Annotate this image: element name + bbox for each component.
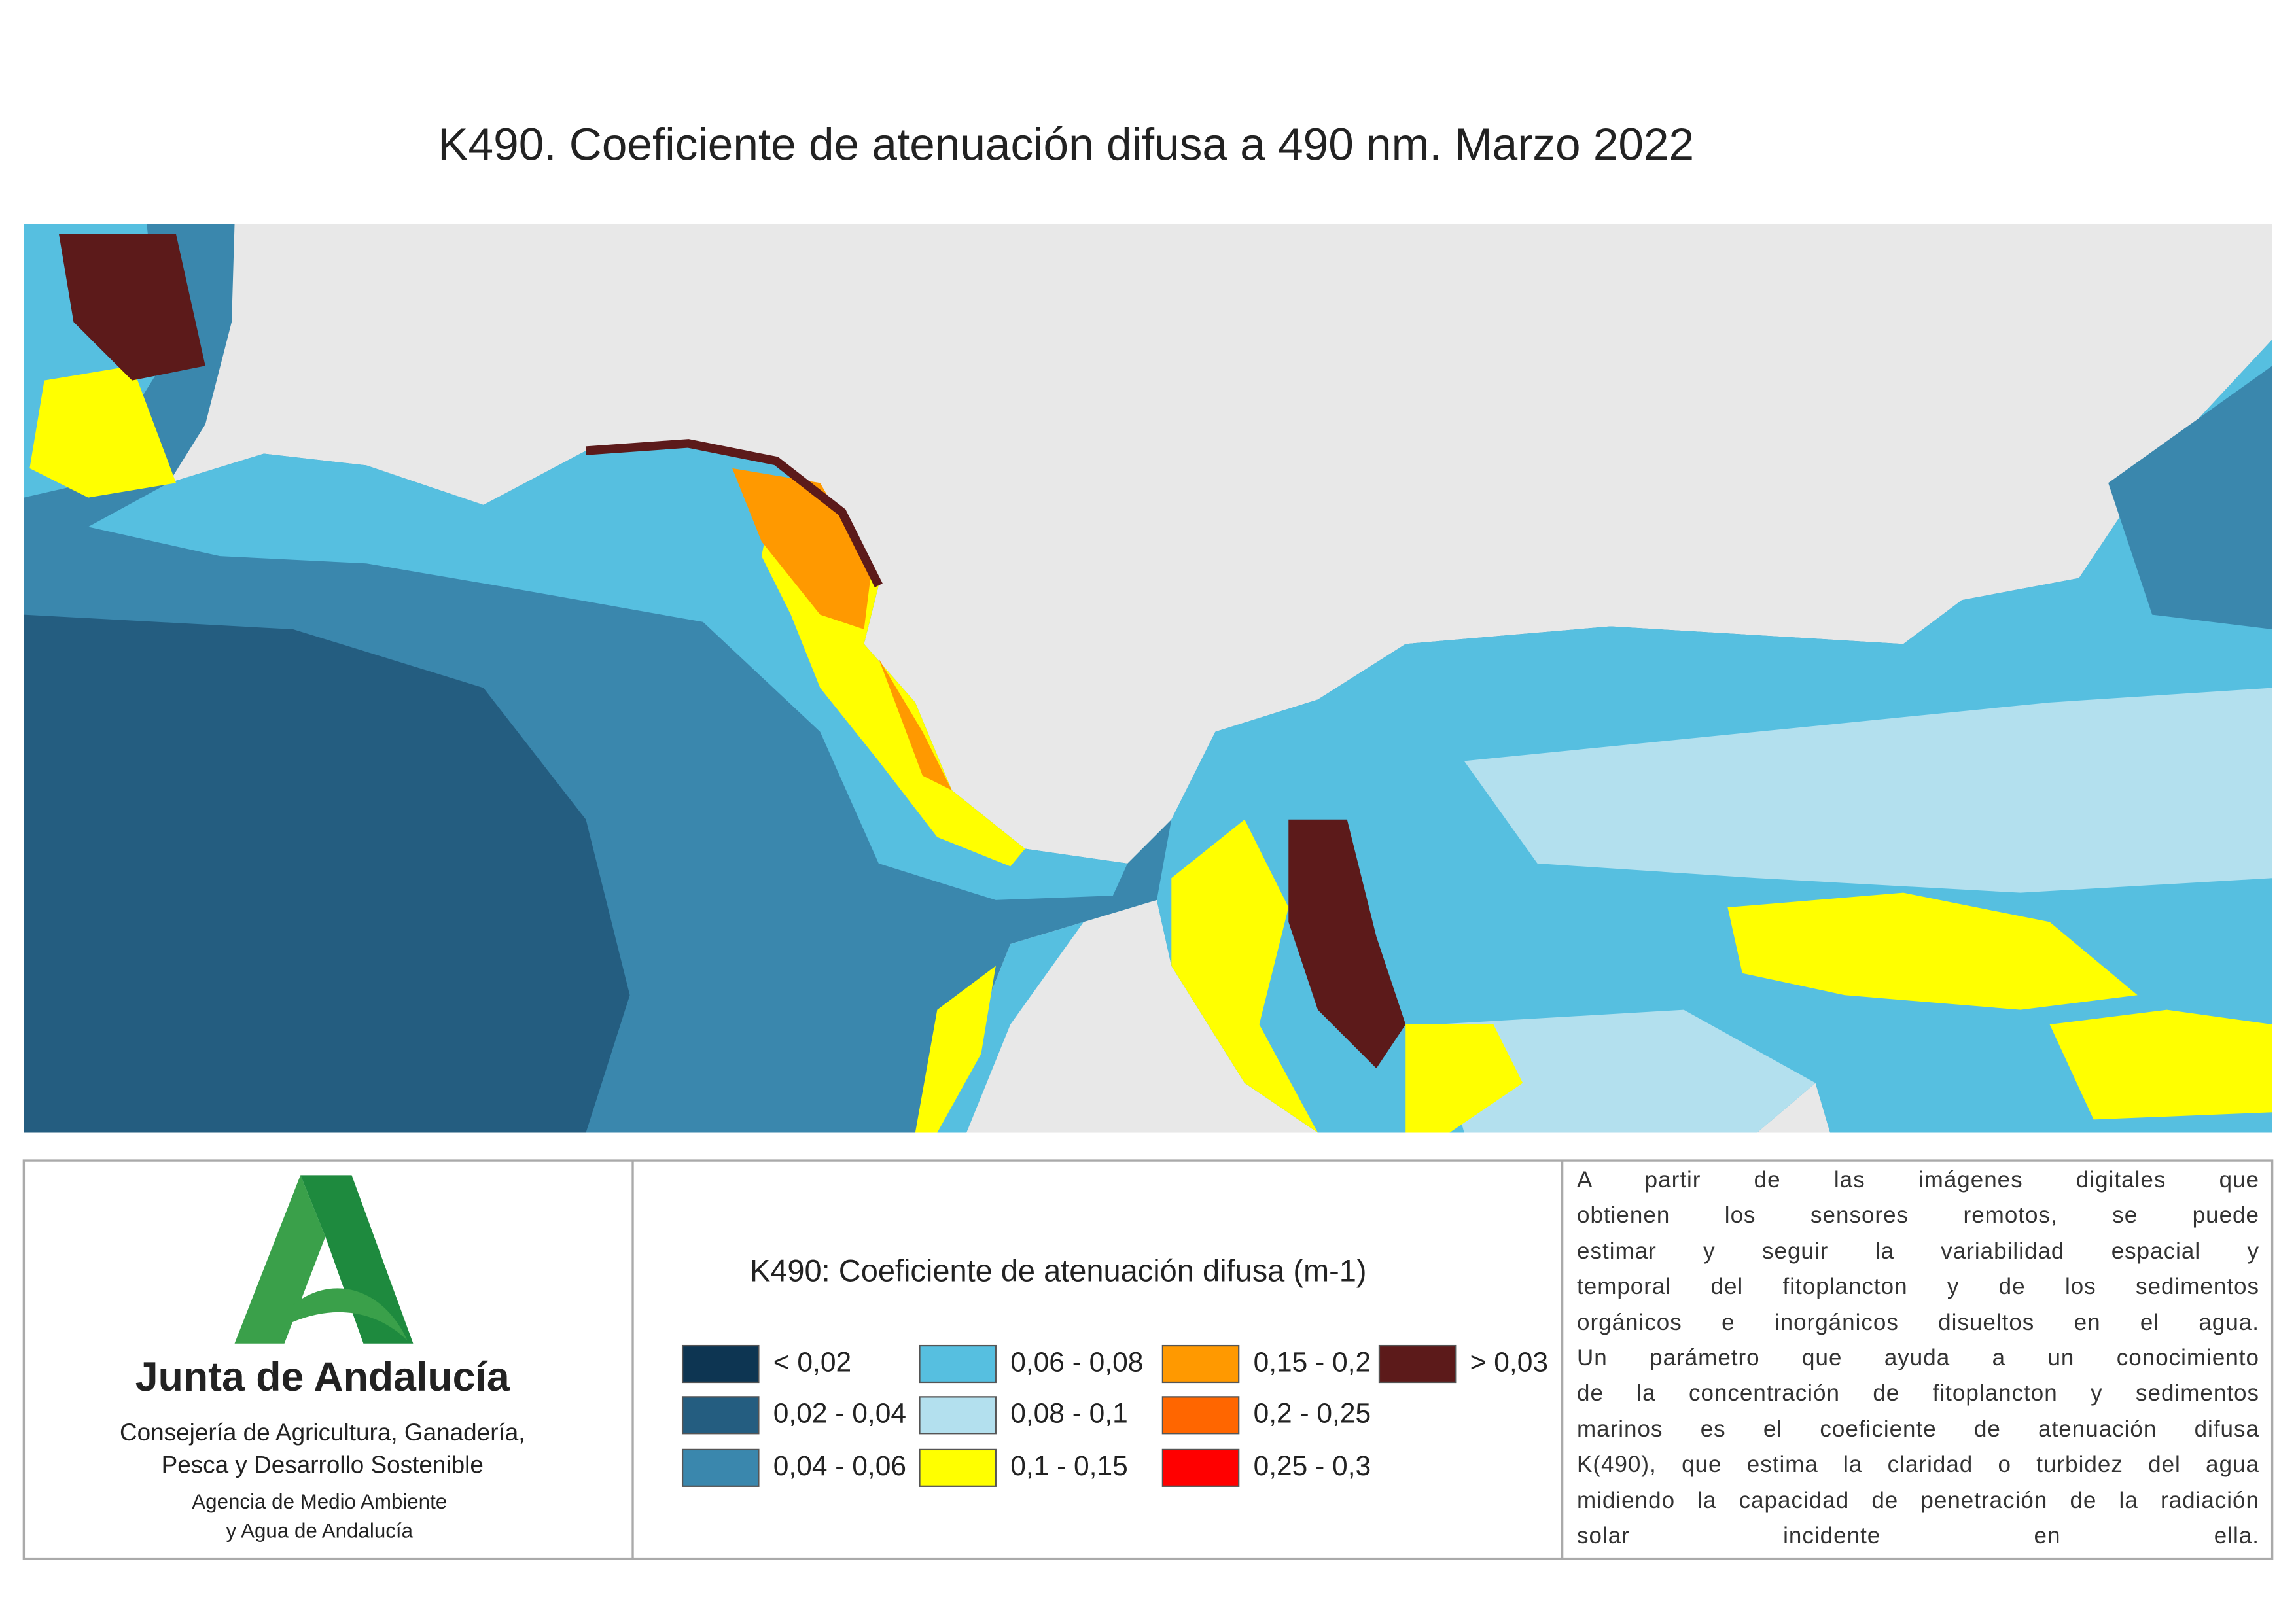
legend-label: 0,02 - 0,04: [773, 1399, 906, 1429]
department: Pesca y Desarrollo Sostenible: [162, 1451, 484, 1478]
legend-swatch: [681, 1448, 760, 1487]
legend-label: 0,15 - 0,2: [1254, 1347, 1371, 1378]
turbid-water: [1171, 819, 1318, 1133]
legend-swatch: [1161, 1396, 1240, 1435]
logo-mark: [287, 1288, 408, 1341]
legend-label: 0,08 - 0,1: [1010, 1399, 1128, 1429]
turbid-water: [1727, 892, 2138, 1010]
legend-swatch: [681, 1344, 760, 1384]
turbid-water: [1405, 1024, 1523, 1133]
legend-swatch: [1161, 1344, 1240, 1384]
legend-label: 0,25 - 0,3: [1254, 1451, 1371, 1482]
legend-swatch: [681, 1396, 760, 1435]
legend-title: K490: Coeficiente de atenuación difusa (…: [750, 1253, 1367, 1288]
logo-mark: [300, 1175, 414, 1344]
legend-swatch: [1161, 1448, 1240, 1487]
logo: Junta de Andalucía Consejería de Agricul…: [120, 1175, 525, 1543]
deep-water: [24, 614, 630, 1133]
description: A partir de las imágenes digitales que ob…: [1577, 1162, 2259, 1554]
legend-swatch: [1378, 1344, 1457, 1384]
legend-swatch: [919, 1448, 997, 1487]
description-line: solar incidente en ella.: [1577, 1522, 2259, 1548]
turbid-water: [915, 966, 996, 1133]
coastline: [585, 439, 883, 587]
description-line: de la concentración de fitoplancton y se…: [1577, 1380, 2259, 1406]
legend-label: > 0,03: [1470, 1347, 1548, 1378]
description-line: obtienen los sensores remotos, se puede: [1577, 1202, 2259, 1229]
description-line: estimar y seguir la variabilidad espacia…: [1577, 1238, 2259, 1264]
logo-name: Junta de Andalucía: [135, 1354, 510, 1400]
agency: y Agua de Andalucía: [226, 1520, 414, 1543]
agency: Agencia de Medio Ambiente: [192, 1490, 447, 1513]
description-line: marinos es el coeficiente de atenuación …: [1577, 1416, 2259, 1442]
legend-label: 0,1 - 0,15: [1010, 1451, 1128, 1482]
legend-swatch: [919, 1396, 997, 1435]
map: [24, 224, 2272, 1133]
coastal-water: [88, 443, 1128, 900]
med-water: [1434, 1009, 1816, 1133]
med-water: [1464, 688, 2272, 893]
legend: < 0,02 0,02 - 0,04 0,04 - 0,06 0,06 - 0,08 0…: [681, 1344, 1548, 1487]
turbid-water: [29, 366, 177, 498]
legend-label: 0,2 - 0,25: [1254, 1399, 1371, 1429]
logo-mark: [234, 1175, 326, 1344]
turbid-water: [878, 658, 952, 791]
panel: [22, 1159, 2274, 1560]
description-line: K(490), que estima la claridad o turbide…: [1577, 1452, 2259, 1478]
turbid-water: [59, 234, 205, 381]
legend-label: < 0,02: [773, 1347, 851, 1378]
title: K490. Coeficiente de atenuación difusa a…: [438, 118, 1694, 169]
description-line: A partir de las imágenes digitales que: [1577, 1167, 2259, 1193]
turbid-water: [2049, 1009, 2272, 1120]
department: Consejería de Agricultura, Ganadería,: [120, 1419, 525, 1446]
description-line: temporal del fitoplancton y de los sedim…: [1577, 1274, 2259, 1300]
legend-swatch: [919, 1344, 997, 1384]
turbid-water: [1288, 819, 1406, 1069]
turbid-water: [732, 468, 872, 629]
description-line: Un parámetro que ayuda a un conocimiento: [1577, 1344, 2259, 1370]
legend-label: 0,06 - 0,08: [1010, 1347, 1143, 1378]
med-water: [2108, 366, 2272, 629]
description-line: orgánicos e inorgánicos disueltos en el …: [1577, 1309, 2259, 1335]
description-line: midiendo la capacidad de penetración de …: [1577, 1487, 2259, 1513]
legend-label: 0,04 - 0,06: [773, 1451, 906, 1482]
